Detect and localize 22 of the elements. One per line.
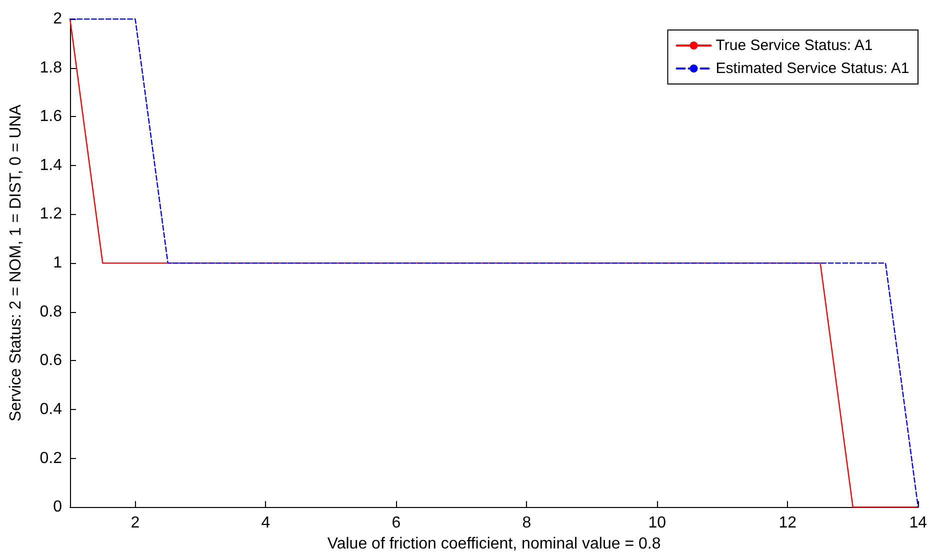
y-tick-label: 0.4 bbox=[40, 400, 62, 418]
x-tick-label: 10 bbox=[648, 514, 666, 532]
x-tick-label: 12 bbox=[778, 514, 797, 532]
y-tick-label: 0.6 bbox=[40, 352, 62, 370]
y-tick-label: 0.8 bbox=[40, 303, 62, 320]
y-tick-label: 1.8 bbox=[40, 59, 62, 76]
y-tick-label: 1.6 bbox=[40, 108, 62, 126]
y-tick-label: 0 bbox=[53, 498, 62, 516]
x-axis-title: Value of friction coefficient, nominal value = 0.8 bbox=[327, 536, 661, 552]
y-axis-title: Service Status: 2 = NOM, 1 = DIST, 0 = UNA bbox=[8, 104, 24, 422]
legend-label: True Service Status: A1 bbox=[716, 37, 873, 54]
x-tick-label: 4 bbox=[261, 514, 270, 532]
x-tick-label: 14 bbox=[909, 514, 928, 532]
y-tick-label: 0.2 bbox=[40, 450, 62, 467]
x-tick-label: 2 bbox=[130, 514, 140, 532]
x-tick-label: 8 bbox=[522, 514, 532, 532]
x-tick-label: 6 bbox=[392, 514, 401, 532]
y-tick-label: 1.4 bbox=[40, 156, 62, 174]
y-tick-label: 1 bbox=[53, 254, 62, 272]
y-tick-label: 2 bbox=[53, 10, 62, 28]
y-tick-label: 1.2 bbox=[40, 206, 62, 223]
legend-label: Estimated Service Status: A1 bbox=[716, 60, 910, 77]
